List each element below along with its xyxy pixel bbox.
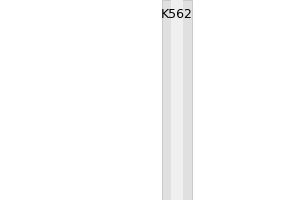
Bar [162,0,192,200]
Text: K562: K562 [161,8,193,21]
Bar [171,0,183,200]
